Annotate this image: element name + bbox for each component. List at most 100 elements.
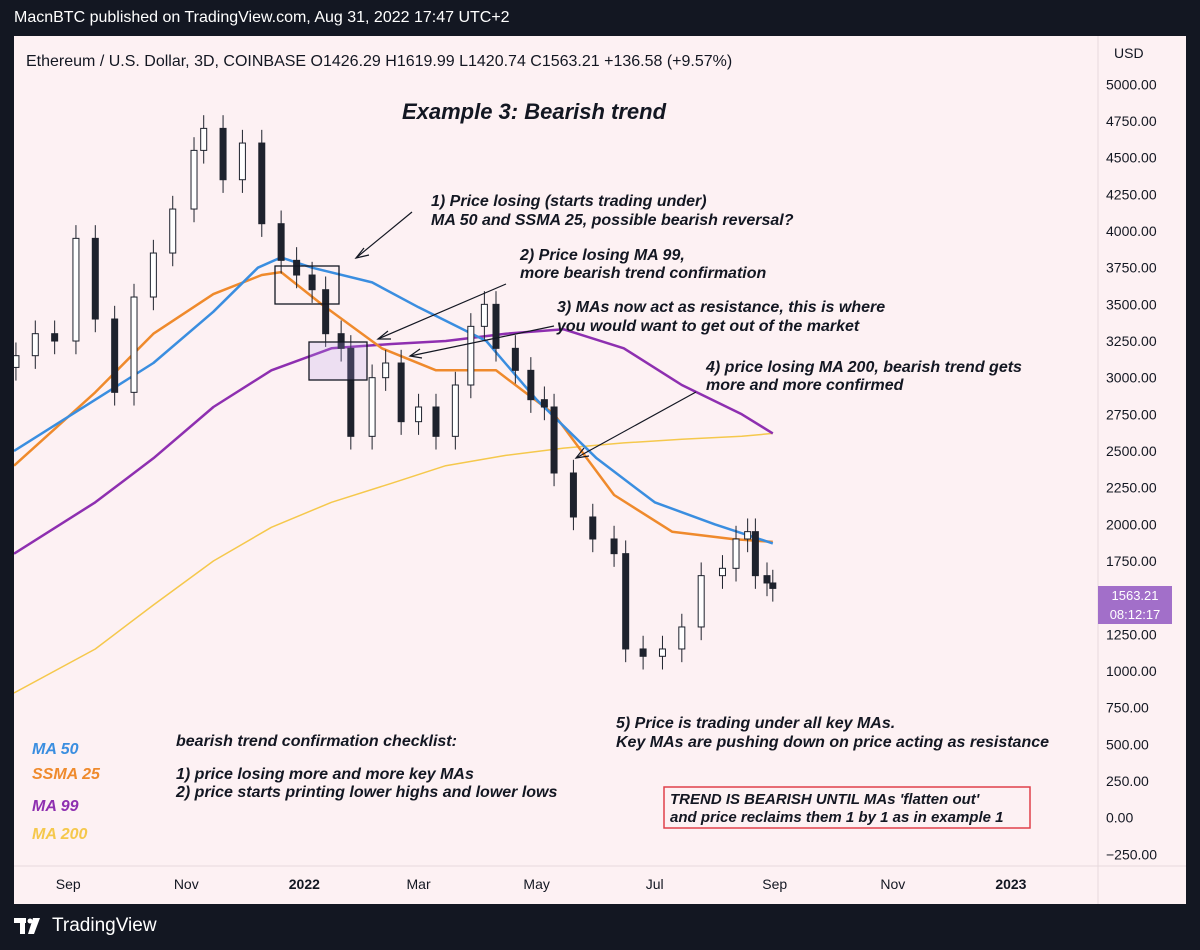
annotation-5-line-1: 5) Price is trading under all key MAs.	[616, 715, 895, 732]
bearish-note-box	[663, 786, 1031, 829]
candle-body	[589, 516, 597, 540]
x-tick-label: 2022	[289, 876, 320, 892]
candle-body	[368, 377, 376, 437]
y-tick-label: 4750.00	[1106, 113, 1157, 129]
y-tick-label: 4000.00	[1106, 223, 1157, 239]
candle-body	[763, 575, 771, 584]
candle-body	[293, 259, 301, 276]
candle-body	[347, 347, 355, 437]
candle-body	[480, 303, 488, 327]
x-tick-label: Sep	[56, 876, 81, 892]
y-tick-label: 750.00	[1106, 700, 1149, 716]
candle-body	[467, 325, 475, 386]
series-line-ma-200	[13, 432, 773, 694]
candle-body	[569, 472, 577, 518]
x-axis: Sep Nov 2022 Mar May Jul Sep Nov 2023	[56, 876, 1027, 892]
chart-frame: Ethereum / U.S. Dollar, 3D, COINBASE O14…	[12, 36, 1186, 904]
candle-body	[432, 406, 440, 437]
candle-body	[149, 252, 157, 298]
x-tick-label: May	[523, 876, 549, 892]
candle-body	[415, 406, 423, 423]
candle-body	[511, 347, 519, 371]
annotation-4-line-1: 4) price losing MA 200, bearish trend ge…	[705, 359, 1022, 376]
candle-body	[527, 369, 535, 401]
y-tick-label: 1000.00	[1106, 663, 1157, 679]
candle-body	[382, 362, 390, 379]
x-tick-label: Mar	[407, 876, 431, 892]
legend: MA 50 SSMA 25 MA 99 MA 200	[32, 741, 101, 843]
y-tick-label: 250.00	[1106, 773, 1149, 789]
x-tick-label: Sep	[762, 876, 787, 892]
legend-ma200: MA 200	[32, 826, 88, 843]
candle-body	[258, 142, 266, 225]
candle-body	[190, 149, 198, 210]
candle-body	[91, 237, 99, 320]
y-tick-label: 2250.00	[1106, 480, 1157, 496]
y-tick-label: 3000.00	[1106, 370, 1157, 386]
candle-body	[718, 567, 726, 577]
symbol-line: Ethereum / U.S. Dollar, 3D, COINBASE O14…	[26, 53, 732, 70]
candle-body	[12, 355, 20, 368]
candle-body	[492, 303, 500, 349]
candle-body	[200, 127, 208, 151]
series-line-ma-99	[13, 328, 774, 555]
annotation-5-line-2: Key MAs are pushing down on price acting…	[616, 734, 1049, 751]
tradingview-logo-icon	[14, 918, 40, 934]
legend-ma50: MA 50	[32, 741, 79, 758]
last-price-tag: 1563.21 08:12:17	[1098, 586, 1172, 624]
y-tick-label: 5000.00	[1106, 76, 1157, 92]
candle-body	[72, 237, 80, 342]
annotation-1-line-1: 1) Price losing (starts trading under)	[431, 193, 707, 210]
series-line-ma-50	[13, 256, 774, 545]
candle-body	[31, 333, 39, 357]
checklist-item-1: 1) price losing more and more key MAs	[176, 766, 474, 783]
bearish-note-line-2: and price reclaims them 1 by 1 as in exa…	[670, 809, 1004, 826]
candle-body	[678, 626, 686, 650]
y-tick-label: 3250.00	[1106, 333, 1157, 349]
tradingview-logo[interactable]: TradingView	[14, 915, 157, 937]
checklist-item-2: 2) price starts printing lower highs and…	[175, 784, 558, 801]
brand-bar: TradingView	[0, 904, 1200, 950]
candle-body	[751, 531, 759, 577]
y-tick-label: 2000.00	[1106, 516, 1157, 532]
annotation-3-line-2: you would want to get out of the market	[556, 318, 860, 335]
x-tick-label: Jul	[646, 876, 664, 892]
y-tick-label: 4250.00	[1106, 186, 1157, 202]
bearish-note-line-1: TREND IS BEARISH UNTIL MAs 'flatten out'	[670, 791, 980, 808]
chart-svg[interactable]: Ethereum / U.S. Dollar, 3D, COINBASE O14…	[12, 36, 1186, 904]
highlight-box-1	[274, 265, 340, 305]
y-tick-label: 2750.00	[1106, 406, 1157, 422]
y-tick-label: 1750.00	[1106, 553, 1157, 569]
candle-body	[697, 575, 705, 628]
last-price: 1563.21	[1111, 588, 1159, 603]
candle-body	[130, 296, 138, 393]
brand-name: TradingView	[52, 915, 157, 936]
annotation-arrows	[354, 211, 697, 459]
y-tick-label: 3500.00	[1106, 296, 1157, 312]
highlight-box-2	[308, 341, 368, 381]
legend-ma99: MA 99	[32, 798, 79, 815]
series-line-ssma-25	[13, 270, 773, 544]
candle-body	[219, 127, 227, 181]
candles	[12, 115, 777, 670]
chart-title: Example 3: Bearish trend	[402, 99, 667, 124]
y-tick-label: 2500.00	[1106, 443, 1157, 459]
candle-body	[622, 553, 630, 650]
candle-body	[169, 208, 177, 254]
candle-body	[451, 384, 459, 437]
candle-body	[639, 648, 647, 657]
x-tick-label: Nov	[880, 876, 905, 892]
candle-body	[769, 582, 777, 589]
candle-body	[238, 142, 246, 181]
annotation-4-line-2: more and more confirmed	[706, 377, 905, 394]
y-tick-label: 4500.00	[1106, 150, 1157, 166]
checklist-title: bearish trend confirmation checklist:	[176, 733, 457, 750]
legend-ssma25: SSMA 25	[32, 766, 101, 783]
publisher-line: MacnBTC published on TradingView.com, Au…	[14, 9, 510, 26]
x-tick-label: 2023	[995, 876, 1026, 892]
y-tick-label: 3750.00	[1106, 260, 1157, 276]
candle-body	[337, 333, 345, 349]
annotation-2-line-1: 2) Price losing MA 99,	[519, 247, 685, 264]
annotation-texts: 1) Price losing (starts trading under) M…	[175, 193, 1049, 801]
annotation-1-line-2: MA 50 and SSMA 25, possible bearish reve…	[431, 212, 794, 229]
